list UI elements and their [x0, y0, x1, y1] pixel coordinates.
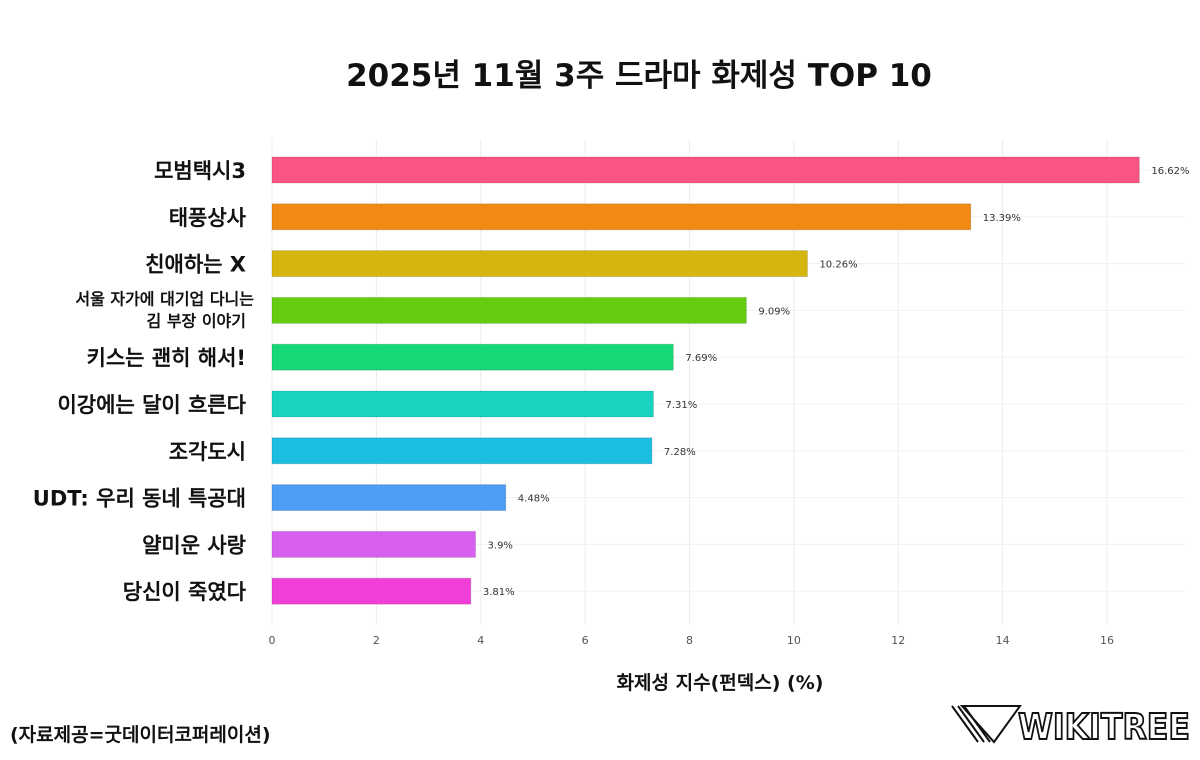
category-label: 태풍상사: [169, 206, 247, 230]
category-label: 조각도시: [169, 440, 246, 464]
data-label: 7.31%: [665, 400, 697, 411]
bar: [271, 390, 654, 418]
category-label: 키스는 괜히 해서!: [87, 346, 246, 370]
category-label: 모범택시3: [154, 159, 246, 183]
chart-title: 2025년 11월 3주 드라마 화제성 TOP 10: [346, 58, 932, 94]
logo-text: WIKITREE: [1018, 707, 1190, 746]
category-label: 친애하는 X: [145, 253, 246, 277]
data-label: 7.28%: [664, 447, 696, 458]
x-tick-label: 0: [269, 634, 276, 647]
category-label: UDT: 우리 동네 특공대: [33, 487, 246, 511]
data-label: 10.26%: [819, 260, 857, 271]
x-tick-label: 6: [582, 634, 589, 647]
data-label: 13.39%: [983, 213, 1021, 224]
category-label: 당신이 죽였다: [123, 580, 247, 604]
x-tick-label: 2: [373, 634, 380, 647]
data-label: 3.81%: [483, 587, 515, 598]
bar: [271, 250, 808, 278]
bar: [271, 577, 472, 605]
bars: 16.62% 13.39% 10.26% 9.09% 7.69% 7.31% 7.28% 4.…: [271, 156, 1189, 605]
bar: [271, 437, 653, 465]
bar: [271, 530, 477, 558]
category-label: 얄미운 사랑: [142, 533, 246, 557]
x-tick-label: 8: [686, 634, 693, 647]
x-tick-label: 10: [787, 634, 801, 647]
bar: [271, 343, 674, 371]
bar: [271, 203, 972, 231]
data-label: 16.62%: [1151, 166, 1189, 177]
data-label: 4.48%: [518, 494, 550, 505]
bar: [271, 296, 747, 324]
x-tick-label: 14: [996, 634, 1010, 647]
category-label: 김 부장 이야기: [147, 311, 246, 330]
category-label: 서울 자가에 대기업 다니는: [75, 289, 254, 308]
x-tick-label: 4: [477, 634, 484, 647]
x-tick-labels: 0 2 4 6 8 10 12 14 16: [269, 634, 1115, 647]
x-tick-label: 16: [1100, 634, 1114, 647]
x-tick-label: 12: [891, 634, 905, 647]
category-label: 이강에는 달이 흐른다: [57, 393, 246, 417]
data-label: 9.09%: [758, 306, 790, 317]
bar: [271, 484, 507, 512]
x-axis-label: 화제성 지수(펀덱스) (%): [616, 672, 824, 694]
wikitree-logo: WIKITREE: [951, 705, 1191, 746]
data-label: 3.9%: [488, 540, 513, 551]
bar: [271, 156, 1140, 184]
data-label: 7.69%: [685, 353, 717, 364]
source-credit: (자료제공=굿데이터코퍼레이션): [10, 724, 271, 746]
